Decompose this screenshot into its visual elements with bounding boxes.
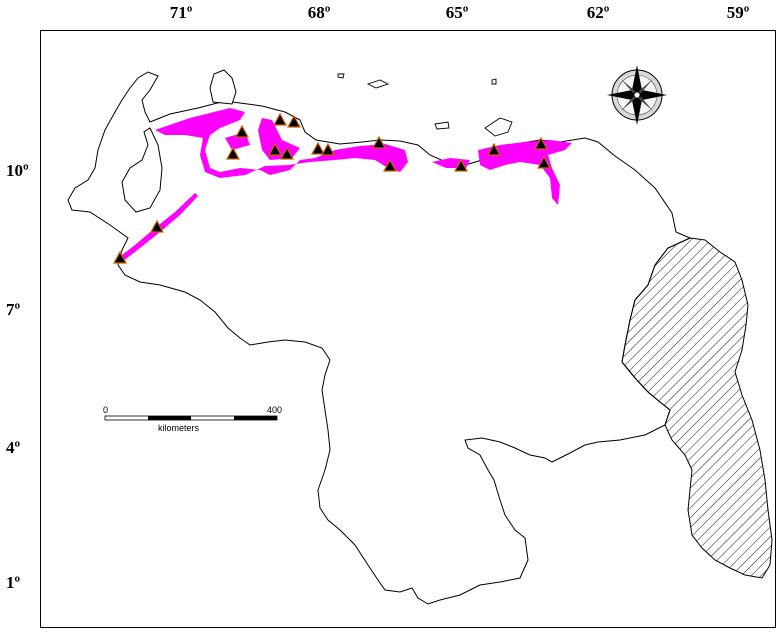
lat-label-10: 10º — [6, 161, 29, 180]
site-marker — [536, 155, 552, 169]
site-marker — [225, 146, 241, 160]
island-margarita — [484, 117, 513, 137]
site-markers — [112, 112, 552, 264]
compass-rose-icon — [607, 65, 667, 125]
island-blanquilla — [491, 78, 497, 85]
site-marker — [382, 158, 398, 172]
site-marker — [272, 112, 288, 126]
island-losroques — [337, 73, 345, 79]
site-marker — [320, 142, 336, 156]
island-orchila — [366, 79, 390, 89]
guayana-esequiba — [621, 237, 773, 579]
site-marker — [149, 219, 165, 233]
site-marker — [533, 136, 549, 150]
lat-label-1: 1º — [6, 573, 21, 592]
site-marker — [310, 141, 326, 155]
island-tortuga — [434, 121, 450, 130]
lon-label-71: 71º — [169, 3, 193, 22]
scale-bar: 0 400 kilometers — [103, 405, 282, 433]
site-marker — [486, 142, 502, 156]
site-marker — [279, 146, 295, 160]
site-marker — [371, 135, 387, 149]
site-marker — [267, 142, 283, 156]
lon-label-62: 62º — [586, 3, 610, 22]
scale-unit-label: kilometers — [158, 423, 200, 433]
site-marker — [286, 114, 302, 128]
distribution-area-central — [258, 118, 300, 160]
site-marker — [234, 124, 250, 138]
scale-start-label: 0 — [103, 405, 108, 415]
lat-label-4: 4º — [6, 438, 21, 457]
scale-end-label: 400 — [267, 405, 282, 415]
site-marker — [453, 158, 469, 172]
lon-label-68: 68º — [307, 3, 331, 22]
lake-maracaibo — [121, 127, 163, 213]
distribution-area-east — [478, 140, 572, 205]
lon-label-65: 65º — [445, 3, 469, 22]
site-marker — [112, 250, 128, 264]
lon-label-59: 59º — [726, 3, 750, 22]
lat-label-7: 7º — [6, 300, 21, 319]
paraguana-peninsula — [209, 69, 237, 105]
distribution-area-falcon — [155, 108, 408, 178]
